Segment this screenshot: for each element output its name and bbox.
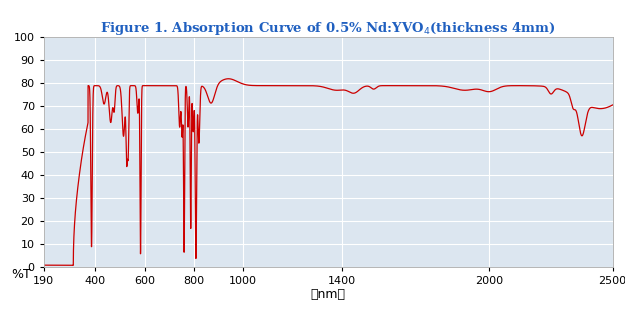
X-axis label: （nm）: （nm） <box>311 288 346 301</box>
Y-axis label: %T: %T <box>11 268 31 281</box>
Title: Figure 1. Absorption Curve of 0.5% Nd:YVO$_4$(thickness 4mm): Figure 1. Absorption Curve of 0.5% Nd:YV… <box>101 20 556 37</box>
